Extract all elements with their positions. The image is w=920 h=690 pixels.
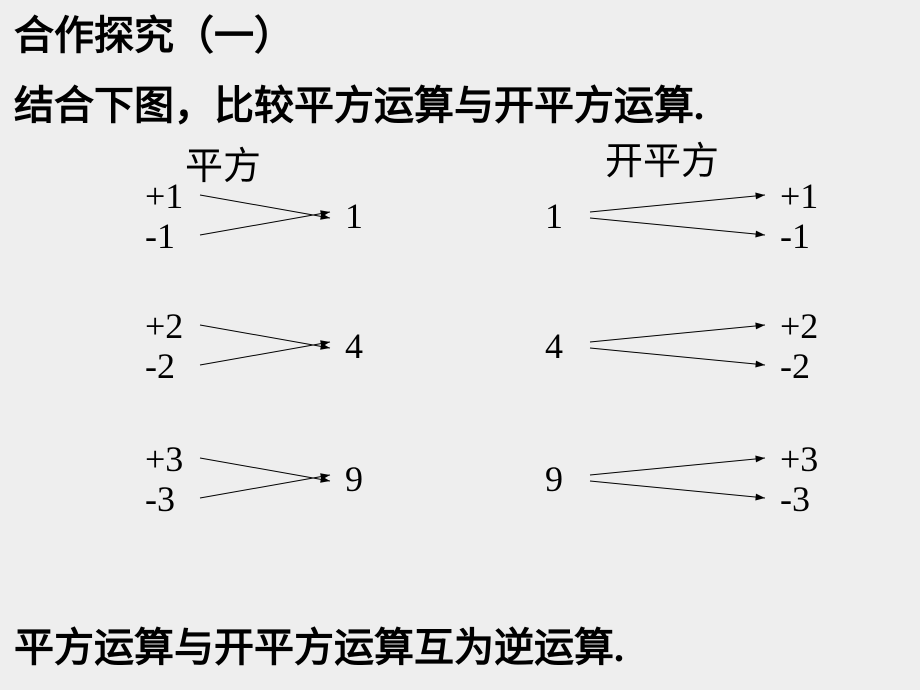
sqrt-output: -3 bbox=[780, 478, 810, 520]
square-input: -1 bbox=[145, 215, 175, 257]
page-subtitle: 结合下图，比较平方运算与开平方运算. bbox=[14, 78, 704, 134]
diagram-area: 平方 开平方 +1-11+2-24+3-391+1-14+2-29+3-3 bbox=[0, 155, 920, 595]
square-input: +3 bbox=[145, 438, 183, 480]
square-input: +2 bbox=[145, 305, 183, 347]
sqrt-input: 4 bbox=[545, 325, 563, 367]
square-output: 4 bbox=[345, 325, 363, 367]
square-input: -2 bbox=[145, 345, 175, 387]
sqrt-input: 9 bbox=[545, 458, 563, 500]
square-input: -3 bbox=[145, 478, 175, 520]
square-input: +1 bbox=[145, 175, 183, 217]
square-output: 1 bbox=[345, 195, 363, 237]
square-output: 9 bbox=[345, 458, 363, 500]
sqrt-output: -2 bbox=[780, 345, 810, 387]
sqrt-output: -1 bbox=[780, 215, 810, 257]
sqrt-output: +1 bbox=[780, 175, 818, 217]
conclusion-text: 平方运算与开平方运算互为逆运算. bbox=[14, 620, 624, 676]
sqrt-input: 1 bbox=[545, 195, 563, 237]
sqrt-output: +2 bbox=[780, 305, 818, 347]
sqrt-output: +3 bbox=[780, 438, 818, 480]
page-title: 合作探究（一） bbox=[14, 8, 294, 64]
